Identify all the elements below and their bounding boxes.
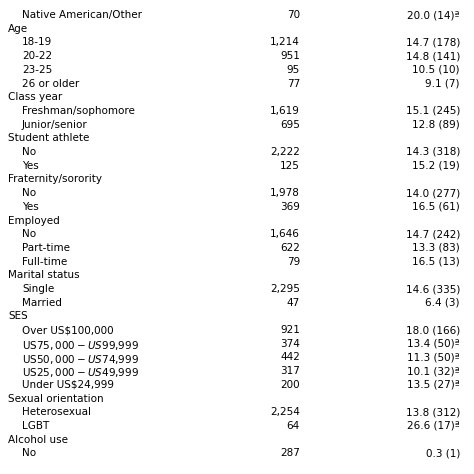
Text: 317: 317 xyxy=(280,366,300,376)
Text: Junior/senior: Junior/senior xyxy=(22,119,88,129)
Text: 2,295: 2,295 xyxy=(270,284,300,294)
Text: 70: 70 xyxy=(287,10,300,20)
Text: Freshman/sophomore: Freshman/sophomore xyxy=(22,106,135,116)
Text: Yes: Yes xyxy=(22,161,39,171)
Text: Under US$24,999: Under US$24,999 xyxy=(22,380,114,390)
Text: 1,646: 1,646 xyxy=(270,229,300,239)
Text: No: No xyxy=(22,448,36,458)
Text: 0.3 (1): 0.3 (1) xyxy=(426,448,460,458)
Text: 695: 695 xyxy=(280,119,300,129)
Text: Student athlete: Student athlete xyxy=(8,133,90,143)
Text: 14.7 (242): 14.7 (242) xyxy=(406,229,460,239)
Text: 64: 64 xyxy=(287,421,300,431)
Text: Marital status: Marital status xyxy=(8,270,80,280)
Text: 125: 125 xyxy=(280,161,300,171)
Text: 374: 374 xyxy=(280,339,300,349)
Text: Age: Age xyxy=(8,24,28,34)
Text: 26 or older: 26 or older xyxy=(22,79,79,89)
Text: US$75,000-US$99,999: US$75,000-US$99,999 xyxy=(22,339,139,352)
Text: 13.5 (27)ª: 13.5 (27)ª xyxy=(407,380,460,390)
Text: 12.8 (89): 12.8 (89) xyxy=(412,119,460,129)
Text: Alcohol use: Alcohol use xyxy=(8,435,68,445)
Text: US$50,000-US$74,999: US$50,000-US$74,999 xyxy=(22,353,139,365)
Text: 13.8 (312): 13.8 (312) xyxy=(406,407,460,417)
Text: 951: 951 xyxy=(280,51,300,61)
Text: 10.1 (32)ª: 10.1 (32)ª xyxy=(407,366,460,376)
Text: 369: 369 xyxy=(280,202,300,212)
Text: 16.5 (61): 16.5 (61) xyxy=(412,202,460,212)
Text: 15.1 (245): 15.1 (245) xyxy=(406,106,460,116)
Text: No: No xyxy=(22,229,36,239)
Text: 2,222: 2,222 xyxy=(270,147,300,157)
Text: Class year: Class year xyxy=(8,92,62,102)
Text: Full-time: Full-time xyxy=(22,256,67,266)
Text: 18-19: 18-19 xyxy=(22,37,52,47)
Text: 13.4 (50)ª: 13.4 (50)ª xyxy=(407,339,460,349)
Text: 20.0 (14)ª: 20.0 (14)ª xyxy=(408,10,460,20)
Text: 14.0 (277): 14.0 (277) xyxy=(406,188,460,198)
Text: US$25,000-US$49,999: US$25,000-US$49,999 xyxy=(22,366,139,379)
Text: 10.5 (10): 10.5 (10) xyxy=(412,65,460,75)
Text: Employed: Employed xyxy=(8,216,60,226)
Text: 14.6 (335): 14.6 (335) xyxy=(406,284,460,294)
Text: No: No xyxy=(22,147,36,157)
Text: Sexual orientation: Sexual orientation xyxy=(8,393,104,403)
Text: 14.8 (141): 14.8 (141) xyxy=(406,51,460,61)
Text: 79: 79 xyxy=(287,256,300,266)
Text: 16.5 (13): 16.5 (13) xyxy=(412,256,460,266)
Text: Yes: Yes xyxy=(22,202,39,212)
Text: 14.7 (178): 14.7 (178) xyxy=(406,37,460,47)
Text: 2,254: 2,254 xyxy=(270,407,300,417)
Text: 622: 622 xyxy=(280,243,300,253)
Text: 1,214: 1,214 xyxy=(270,37,300,47)
Text: 1,619: 1,619 xyxy=(270,106,300,116)
Text: 6.4 (3): 6.4 (3) xyxy=(426,298,460,308)
Text: 13.3 (83): 13.3 (83) xyxy=(412,243,460,253)
Text: SES: SES xyxy=(8,311,28,321)
Text: Part-time: Part-time xyxy=(22,243,70,253)
Text: Native American/Other: Native American/Other xyxy=(22,10,142,20)
Text: 200: 200 xyxy=(281,380,300,390)
Text: 9.1 (7): 9.1 (7) xyxy=(426,79,460,89)
Text: 47: 47 xyxy=(287,298,300,308)
Text: 1,978: 1,978 xyxy=(270,188,300,198)
Text: 11.3 (50)ª: 11.3 (50)ª xyxy=(407,353,460,363)
Text: 14.3 (318): 14.3 (318) xyxy=(406,147,460,157)
Text: No: No xyxy=(22,188,36,198)
Text: Heterosexual: Heterosexual xyxy=(22,407,91,417)
Text: Over US$100,000: Over US$100,000 xyxy=(22,325,114,335)
Text: 77: 77 xyxy=(287,79,300,89)
Text: 95: 95 xyxy=(287,65,300,75)
Text: Married: Married xyxy=(22,298,62,308)
Text: 18.0 (166): 18.0 (166) xyxy=(406,325,460,335)
Text: 15.2 (19): 15.2 (19) xyxy=(412,161,460,171)
Text: LGBT: LGBT xyxy=(22,421,49,431)
Text: 287: 287 xyxy=(280,448,300,458)
Text: Fraternity/sorority: Fraternity/sorority xyxy=(8,174,102,184)
Text: 20-22: 20-22 xyxy=(22,51,52,61)
Text: Single: Single xyxy=(22,284,54,294)
Text: 23-25: 23-25 xyxy=(22,65,52,75)
Text: 442: 442 xyxy=(280,353,300,363)
Text: 921: 921 xyxy=(280,325,300,335)
Text: 26.6 (17)ª: 26.6 (17)ª xyxy=(407,421,460,431)
